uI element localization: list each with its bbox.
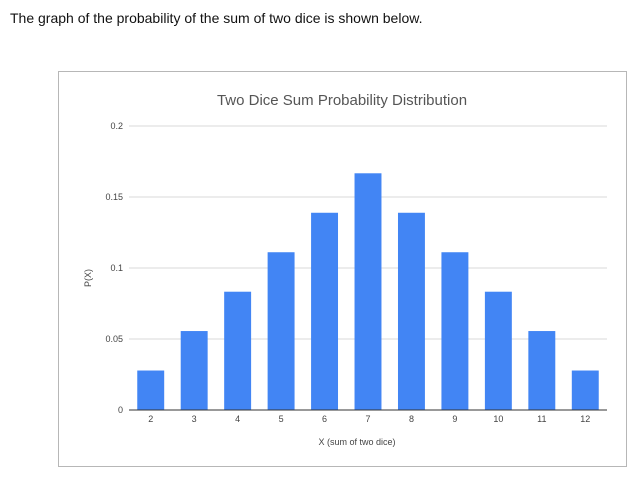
x-tick-label: 5 (279, 414, 284, 424)
x-tick-label: 8 (409, 414, 414, 424)
x-tick-label: 12 (580, 414, 590, 424)
bar-4 (224, 291, 252, 410)
x-axis-label: X (sum of two dice) (318, 437, 395, 447)
bar-2 (137, 370, 165, 410)
bar-8 (397, 212, 425, 410)
x-tick-label: 4 (235, 414, 240, 424)
x-tick-label: 7 (365, 414, 370, 424)
x-tick-label: 2 (148, 414, 153, 424)
bar-5 (267, 252, 295, 410)
bar-9 (441, 252, 469, 410)
y-tick-label: 0.2 (110, 121, 123, 131)
intro-text: The graph of the probability of the sum … (10, 10, 423, 26)
x-tick-label: 10 (493, 414, 503, 424)
x-axis-ticks: 2 3 4 5 6 7 8 9 10 11 12 (148, 414, 590, 424)
y-axis-ticks: 0 0.05 0.1 0.15 0.2 (105, 121, 123, 415)
bar-7 (354, 173, 382, 410)
y-tick-label: 0 (118, 405, 123, 415)
y-tick-label: 0.05 (105, 334, 123, 344)
x-tick-label: 6 (322, 414, 327, 424)
x-tick-label: 11 (537, 414, 546, 424)
y-axis-label: P(X) (83, 269, 93, 287)
bar-11 (528, 331, 556, 410)
y-tick-label: 0.15 (105, 192, 123, 202)
bar-12 (571, 370, 599, 410)
y-tick-label: 0.1 (110, 263, 123, 273)
bar-3 (180, 331, 208, 410)
bar-6 (311, 212, 339, 410)
bar-chart: Two Dice Sum Probability Distribution 00… (83, 92, 607, 447)
x-tick-label: 9 (452, 414, 457, 424)
chart-title: Two Dice Sum Probability Distribution (217, 92, 467, 109)
bar-10 (484, 291, 512, 410)
bars (129, 173, 607, 411)
x-tick-label: 3 (192, 414, 197, 424)
